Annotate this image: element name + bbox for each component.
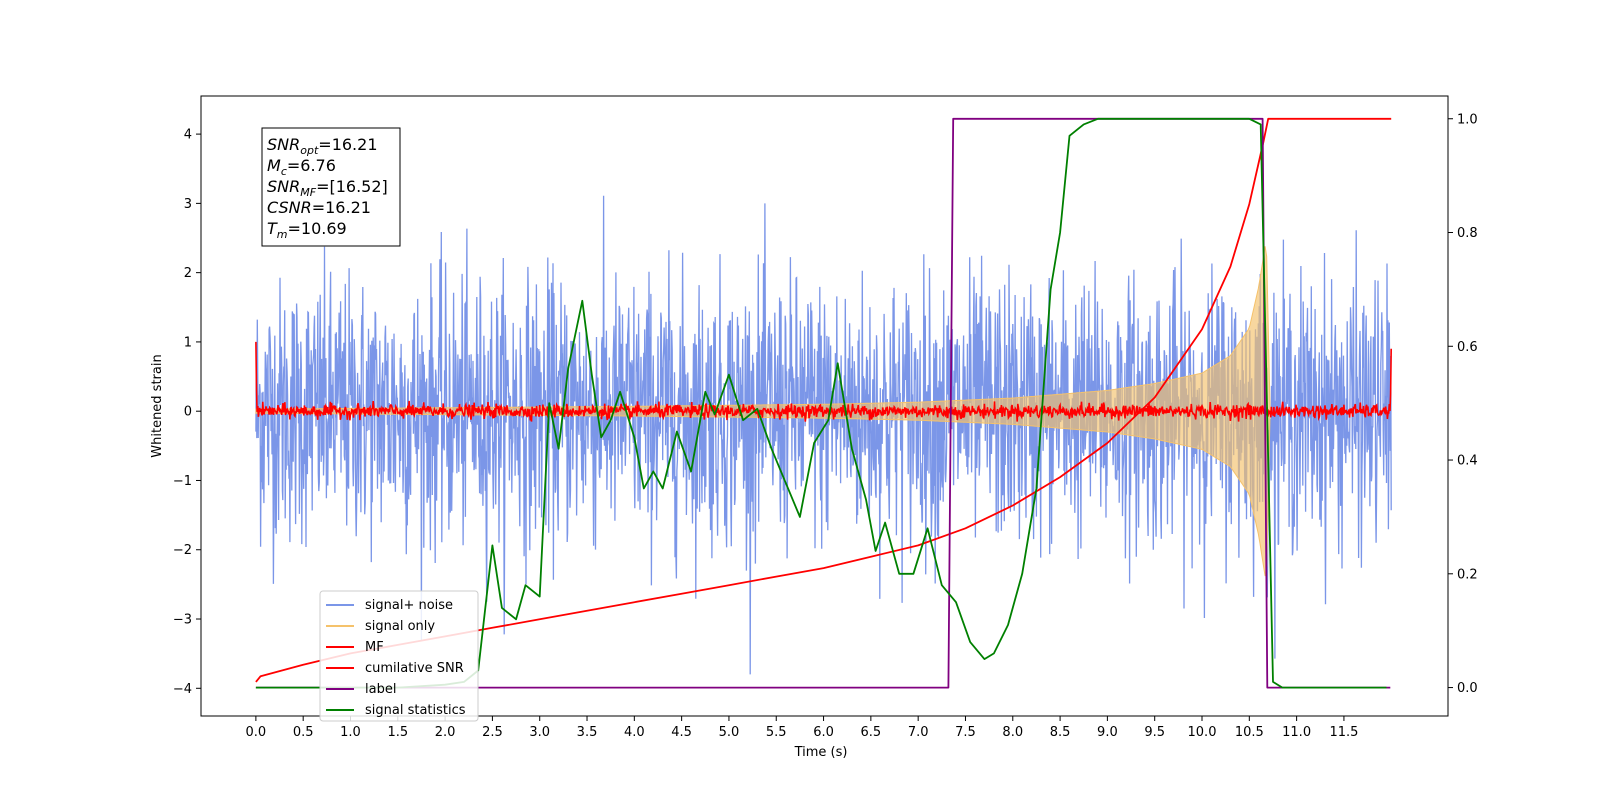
y2-tick-label: 0.4 bbox=[1457, 454, 1478, 469]
y2-tick-label: 0.6 bbox=[1457, 340, 1478, 355]
x-tick-label: 8.0 bbox=[1002, 725, 1023, 740]
x-tick-label: 1.0 bbox=[340, 725, 361, 740]
y-tick-label: 4 bbox=[184, 128, 192, 143]
series-mf bbox=[255, 341, 1392, 422]
y2-tick-label: 1.0 bbox=[1457, 112, 1478, 127]
legend-label-signal-noise: signal+ noise bbox=[365, 598, 453, 613]
x-tick-label: 9.5 bbox=[1144, 725, 1165, 740]
x-tick-label: 0.5 bbox=[293, 725, 314, 740]
x-tick-label: 7.0 bbox=[908, 725, 929, 740]
y-tick-label: 1 bbox=[184, 335, 192, 350]
x-tick-label: 0.0 bbox=[246, 725, 267, 740]
annotation-mc: Mc=6.76 bbox=[267, 156, 336, 178]
x-tick-label: 11.5 bbox=[1329, 725, 1358, 740]
x-tick-label: 10.5 bbox=[1235, 725, 1264, 740]
annotation-box: SNRopt=16.21 Mc=6.76 SNRMF=[16.52] CSNR=… bbox=[261, 127, 401, 247]
annotation-tm: Tm=10.69 bbox=[267, 219, 347, 241]
legend-label-signal-only: signal only bbox=[365, 619, 435, 634]
x-tick-label: 9.0 bbox=[1097, 725, 1118, 740]
x-tick-label: 6.0 bbox=[813, 725, 834, 740]
y-tick-label: 3 bbox=[184, 197, 192, 212]
plot-frame bbox=[200, 95, 1449, 717]
y-axis-title: Whitened strain bbox=[150, 354, 165, 457]
x-tick-label: 5.5 bbox=[766, 725, 787, 740]
x-tick-label: 11.0 bbox=[1282, 725, 1311, 740]
y-tick-label: −3 bbox=[173, 613, 192, 628]
series-signal-statistics bbox=[255, 117, 1387, 689]
annotation-snr-mf: SNRMF=[16.52] bbox=[267, 177, 388, 199]
legend-label-signal-statistics: signal statistics bbox=[365, 703, 466, 718]
x-tick-label: 3.5 bbox=[577, 725, 598, 740]
y-tick-label: 0 bbox=[184, 405, 192, 420]
y-tick-label: −4 bbox=[173, 682, 192, 697]
y-tick-label: 2 bbox=[184, 266, 192, 281]
x-tick-label: 10.0 bbox=[1188, 725, 1217, 740]
x-tick-label: 6.5 bbox=[861, 725, 882, 740]
y2-tick-label: 0.8 bbox=[1457, 226, 1478, 241]
x-tick-label: 2.5 bbox=[482, 725, 503, 740]
legend: signal+ noise signal only MF cumilative … bbox=[319, 590, 479, 722]
axes-layer: 0.0 0.5 1.0 1.5 2.0 2.5 3.0 3.5 4.0 4.5 5.0 5.5 6.0 6… bbox=[173, 112, 1478, 740]
x-tick-label: 2.0 bbox=[435, 725, 456, 740]
x-tick-label: 5.0 bbox=[719, 725, 740, 740]
x-tick-label: 1.5 bbox=[387, 725, 408, 740]
y2-tick-label: 0.0 bbox=[1457, 681, 1478, 696]
legend-label-mf: MF bbox=[365, 640, 384, 655]
x-tick-label: 4.0 bbox=[624, 725, 645, 740]
annotation-snr-opt: SNRopt=16.21 bbox=[267, 135, 378, 157]
y2-tick-label: 0.2 bbox=[1457, 567, 1478, 582]
x-tick-label: 7.5 bbox=[955, 725, 976, 740]
x-tick-label: 4.5 bbox=[671, 725, 692, 740]
y-tick-label: −1 bbox=[173, 474, 192, 489]
x-axis-title: Time (s) bbox=[794, 745, 848, 760]
annotation-csnr: CSNR=16.21 bbox=[267, 198, 371, 217]
y-tick-label: −2 bbox=[173, 543, 192, 558]
legend-frame bbox=[319, 590, 479, 722]
x-tick-label: 3.0 bbox=[529, 725, 550, 740]
legend-label-cumulative-snr: cumilative SNR bbox=[365, 661, 464, 676]
x-tick-label: 8.5 bbox=[1050, 725, 1071, 740]
legend-label-label: label bbox=[365, 682, 396, 697]
